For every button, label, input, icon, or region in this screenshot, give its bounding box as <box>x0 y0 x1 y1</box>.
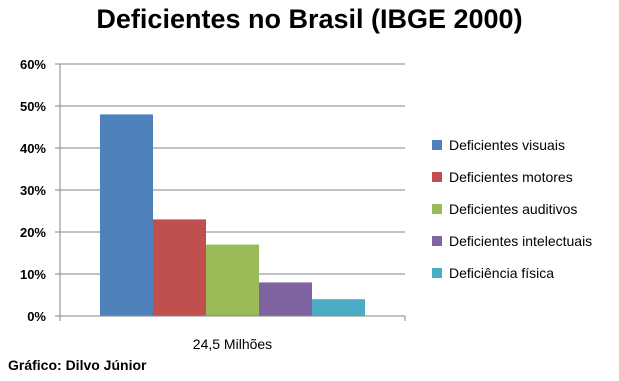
y-tick-label: 20% <box>20 225 46 240</box>
y-tick-label: 60% <box>20 57 46 72</box>
legend-swatch-3 <box>432 204 442 214</box>
axes: 0% 10% 20% 30% 40% 50% 60% 24,5 Milhões <box>20 57 406 352</box>
bar-1 <box>100 114 153 317</box>
x-category-label: 24,5 Milhões <box>193 336 272 352</box>
bar-2 <box>153 219 206 316</box>
y-tick-label: 50% <box>20 99 46 114</box>
y-tick-label: 0% <box>27 309 46 324</box>
legend-label-4: Deficientes intelectuais <box>449 233 592 249</box>
legend-swatch-2 <box>432 172 442 182</box>
bar-3 <box>206 244 259 316</box>
legend-label-3: Deficientes auditivos <box>449 201 577 217</box>
bar-4 <box>259 282 312 316</box>
bars <box>100 114 365 317</box>
legend-swatch-4 <box>432 236 442 246</box>
legend-swatch-5 <box>432 268 442 278</box>
legend-label-2: Deficientes motores <box>449 169 573 185</box>
bar-5 <box>312 299 365 316</box>
legend-label-1: Deficientes visuais <box>449 137 565 153</box>
legend-label-5: Deficiência física <box>449 265 554 281</box>
y-tick-label: 10% <box>20 267 46 282</box>
chart-credit: Gráfico: Dilvo Júnior <box>8 357 147 373</box>
y-tick-label: 30% <box>20 183 46 198</box>
legend-swatch-1 <box>432 140 442 150</box>
legend: Deficientes visuais Deficientes motores De… <box>432 137 592 281</box>
y-tick-label: 40% <box>20 141 46 156</box>
chart-title: Deficientes no Brasil (IBGE 2000) <box>96 4 523 34</box>
